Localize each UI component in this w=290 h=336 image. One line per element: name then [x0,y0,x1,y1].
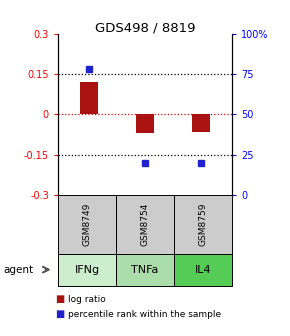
Bar [192,114,210,132]
Text: GDS498 / 8819: GDS498 / 8819 [95,22,195,35]
Text: GSM8754: GSM8754 [140,203,150,246]
Text: IFNg: IFNg [75,265,99,275]
Text: ■: ■ [55,309,64,319]
Text: log ratio: log ratio [68,295,106,303]
Text: agent: agent [3,265,33,275]
Text: IL4: IL4 [195,265,211,275]
Text: GSM8759: GSM8759 [198,203,208,246]
Bar [80,82,98,114]
Text: GSM8749: GSM8749 [82,203,92,246]
Text: ■: ■ [55,294,64,304]
Bar [136,114,154,133]
Text: TNFa: TNFa [131,265,159,275]
Text: percentile rank within the sample: percentile rank within the sample [68,310,221,319]
